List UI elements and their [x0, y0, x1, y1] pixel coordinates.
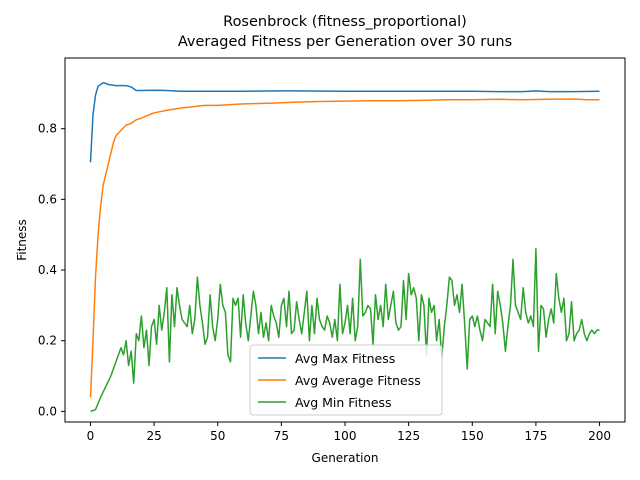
y-axis: 0.0 0.2 0.4 0.6 0.8 — [38, 122, 65, 418]
plot-area — [89, 81, 600, 413]
y-tick-label: 0.6 — [38, 192, 57, 206]
legend-label-max: Avg Max Fitness — [295, 351, 395, 366]
legend: Avg Max Fitness Avg Average Fitness Avg … — [249, 344, 443, 416]
y-tick-label: 0.8 — [38, 122, 57, 136]
x-tick-label: 0 — [87, 429, 95, 443]
y-axis-label: Fitness — [15, 219, 29, 261]
x-tick-label: 200 — [588, 429, 611, 443]
chart-title: Rosenbrock (fitness_proportional) — [223, 14, 467, 30]
chart-subtitle: Averaged Fitness per Generation over 30 … — [178, 34, 512, 50]
y-tick-label: 0.2 — [38, 334, 57, 348]
y-tick-label: 0.4 — [38, 263, 57, 277]
x-tick-label: 175 — [524, 429, 547, 443]
x-axis: 0 25 50 75 100 125 150 175 200 — [87, 422, 611, 443]
series-line-avg-average — [89, 98, 600, 398]
x-tick-label: 50 — [210, 429, 225, 443]
y-tick-label: 0.0 — [38, 404, 57, 418]
x-axis-label: Generation — [312, 451, 379, 465]
legend-box — [249, 344, 443, 416]
x-tick-label: 125 — [397, 429, 420, 443]
x-tick-label: 75 — [274, 429, 289, 443]
x-tick-label: 25 — [146, 429, 161, 443]
legend-label-min: Avg Min Fitness — [295, 395, 392, 410]
series-line-avg-min — [90, 248, 600, 413]
series-line-avg-max — [89, 81, 600, 163]
x-tick-label: 100 — [334, 429, 357, 443]
x-tick-label: 150 — [461, 429, 484, 443]
legend-label-average: Avg Average Fitness — [295, 373, 421, 388]
